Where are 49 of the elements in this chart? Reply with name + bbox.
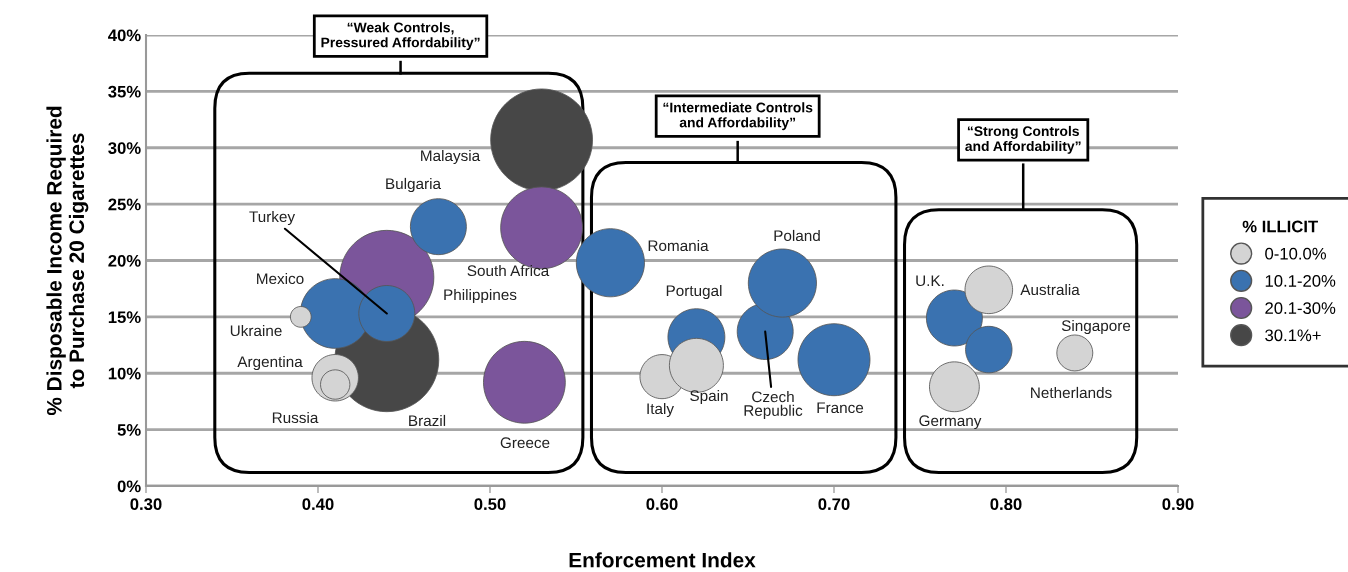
annotation: Russia — [272, 411, 319, 424]
y-tick-label: 0% — [117, 480, 141, 493]
legend-label: 0-10.0% — [1265, 247, 1326, 260]
y-tick-label: 25% — [108, 198, 141, 211]
y-tick-label: 20% — [108, 254, 141, 267]
annotation: “Weak Controls, Pressured Affordability” — [321, 22, 480, 51]
annotation: Germany — [919, 415, 982, 430]
x-tick-label: 0.50 — [474, 498, 506, 511]
annotation: Poland — [774, 229, 820, 242]
annotation: Romania — [648, 239, 709, 252]
x-tick-label: 0.70 — [818, 498, 850, 511]
annotation: Bulgaria — [386, 177, 442, 193]
y-tick-label: 40% — [108, 29, 141, 42]
legend-title: % ILLICIT — [1242, 220, 1318, 233]
y-tick-label: 35% — [108, 85, 141, 98]
y-tick-label: 15% — [108, 311, 141, 324]
annotation: Portugal — [666, 284, 722, 300]
annotation: Ukraine — [230, 324, 282, 337]
y-tick-label: 5% — [117, 424, 141, 436]
annotation: Australia — [1020, 283, 1080, 296]
annotation: France — [817, 402, 864, 414]
x-tick-label: 0.80 — [990, 498, 1022, 511]
x-tick-label: 0.60 — [646, 498, 678, 511]
annotation: South Africa — [467, 264, 550, 277]
annotation: “Intermediate Controls and Affordability” — [663, 102, 813, 131]
legend-label: 10.1-20% — [1265, 274, 1336, 287]
annotation: Brazil — [409, 414, 446, 427]
annotation: Philippines — [444, 288, 517, 304]
annotation: “Strong Controls and Affordability” — [965, 125, 1081, 154]
annotation: Singapore — [1061, 319, 1131, 335]
y-axis-title: % Disposable Income Required to Purchase 20 Cigarettes — [46, 106, 89, 416]
x-axis-title: Enforcement Index — [569, 552, 756, 568]
annotation: Italy — [647, 402, 674, 418]
annotation: Malaysia — [421, 149, 481, 165]
legend-label: 20.1-30% — [1265, 302, 1336, 314]
x-tick-label: 0.90 — [1162, 498, 1194, 511]
annotation: Spain — [690, 389, 728, 405]
annotation: Greece — [500, 437, 550, 449]
y-tick-label: 30% — [108, 142, 141, 154]
annotation: U.K. — [916, 275, 944, 287]
annotation: Mexico — [257, 272, 304, 285]
annotation: Netherlands — [1031, 386, 1112, 399]
legend-label: 30.1%+ — [1265, 329, 1321, 342]
annotation: Czech Republic — [744, 391, 803, 419]
annotation: Argentina — [237, 355, 303, 371]
y-tick-label: 10% — [108, 367, 141, 380]
annotation: Turkey — [249, 210, 296, 226]
x-tick-label: 0.40 — [302, 498, 334, 511]
x-tick-label: 0.30 — [130, 498, 162, 511]
